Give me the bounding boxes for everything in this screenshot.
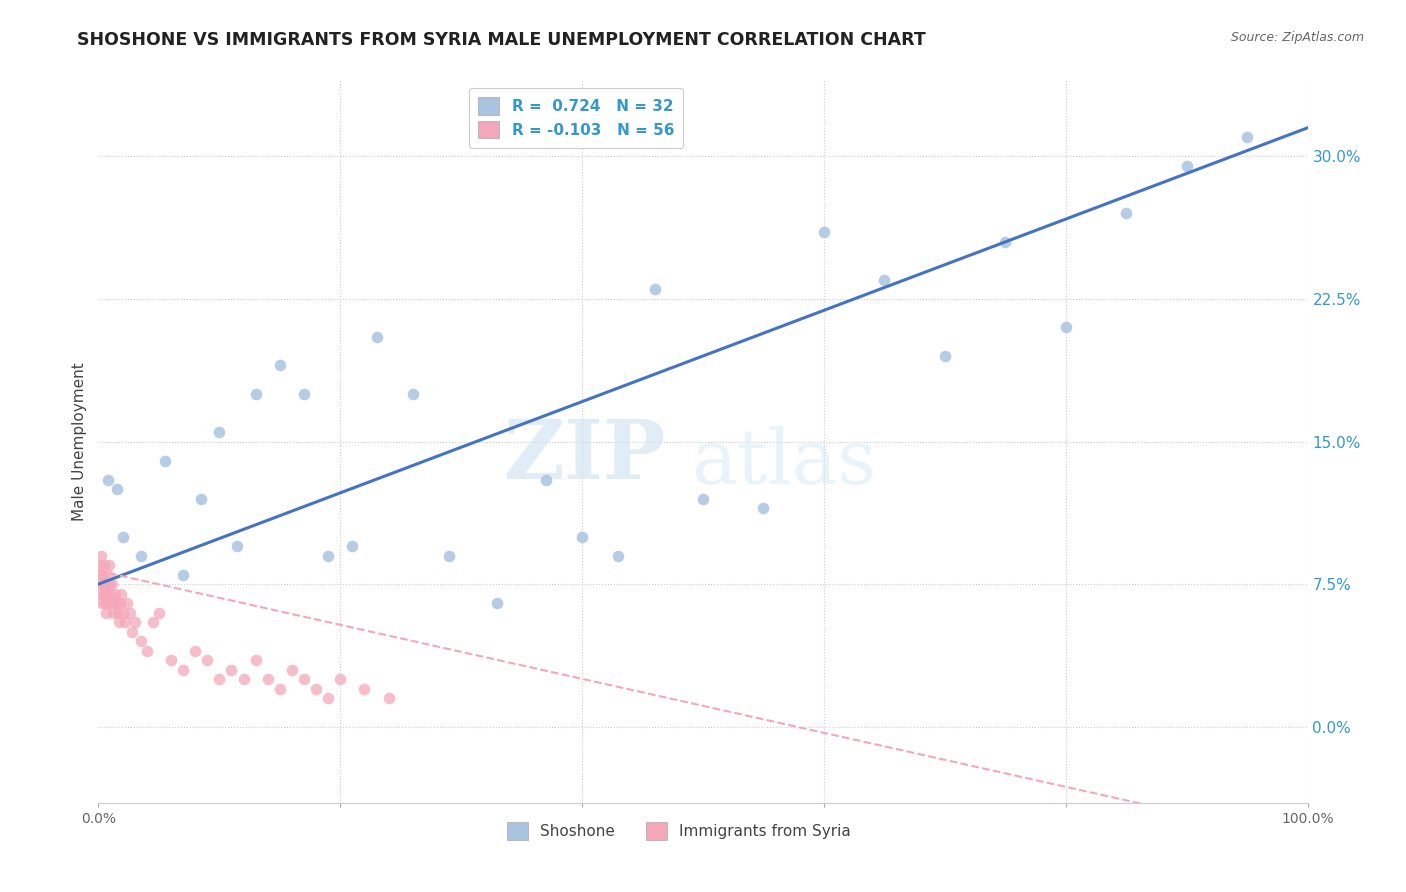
- Point: [221, 663, 243, 677]
- Legend: Shoshone, Immigrants from Syria: Shoshone, Immigrants from Syria: [501, 816, 858, 846]
- Point: [87, 558, 110, 573]
- Point: [316, 549, 339, 563]
- Point: [124, 615, 146, 630]
- Point: [142, 615, 165, 630]
- Point: [101, 606, 124, 620]
- Point: [245, 653, 267, 667]
- Point: [813, 226, 835, 240]
- Point: [190, 491, 212, 506]
- Point: [111, 606, 134, 620]
- Point: [90, 549, 112, 563]
- Point: [93, 587, 115, 601]
- Point: [316, 691, 339, 706]
- Point: [366, 330, 388, 344]
- Point: [153, 453, 176, 467]
- Point: [94, 596, 117, 610]
- Point: [100, 596, 122, 610]
- Point: [692, 491, 714, 506]
- Point: [292, 672, 315, 686]
- Point: [100, 577, 122, 591]
- Text: ZIP: ZIP: [505, 416, 666, 496]
- Point: [1175, 159, 1198, 173]
- Point: [873, 273, 896, 287]
- Point: [571, 530, 593, 544]
- Point: [89, 577, 111, 591]
- Point: [437, 549, 460, 563]
- Point: [934, 349, 956, 363]
- Text: atlas: atlas: [690, 426, 876, 500]
- Text: Source: ZipAtlas.com: Source: ZipAtlas.com: [1230, 31, 1364, 45]
- Point: [129, 549, 152, 563]
- Text: SHOSHONE VS IMMIGRANTS FROM SYRIA MALE UNEMPLOYMENT CORRELATION CHART: SHOSHONE VS IMMIGRANTS FROM SYRIA MALE U…: [77, 31, 927, 49]
- Point: [195, 653, 218, 667]
- Point: [226, 539, 249, 553]
- Point: [89, 567, 111, 582]
- Point: [1236, 130, 1258, 145]
- Point: [90, 587, 112, 601]
- Point: [402, 387, 425, 401]
- Point: [91, 567, 114, 582]
- Point: [208, 425, 231, 439]
- Y-axis label: Male Unemployment: Male Unemployment: [72, 362, 87, 521]
- Point: [607, 549, 630, 563]
- Point: [752, 501, 775, 516]
- Point: [184, 643, 207, 657]
- Point: [114, 615, 136, 630]
- Point: [110, 587, 132, 601]
- Point: [104, 587, 127, 601]
- Point: [103, 596, 125, 610]
- Point: [105, 482, 128, 496]
- Point: [93, 558, 115, 573]
- Point: [1115, 206, 1137, 220]
- Point: [97, 567, 120, 582]
- Point: [292, 387, 315, 401]
- Point: [1054, 320, 1077, 334]
- Point: [486, 596, 509, 610]
- Point: [108, 615, 131, 630]
- Point: [98, 558, 121, 573]
- Point: [281, 663, 304, 677]
- Point: [91, 577, 114, 591]
- Point: [118, 606, 141, 620]
- Point: [105, 596, 128, 610]
- Point: [91, 596, 114, 610]
- Point: [269, 681, 291, 696]
- Point: [94, 577, 117, 591]
- Point: [305, 681, 328, 696]
- Point: [377, 691, 399, 706]
- Point: [135, 643, 157, 657]
- Point: [98, 587, 121, 601]
- Point: [245, 387, 267, 401]
- Point: [256, 672, 278, 686]
- Point: [644, 282, 666, 296]
- Point: [269, 359, 291, 373]
- Point: [107, 606, 129, 620]
- Point: [232, 672, 254, 686]
- Point: [208, 672, 231, 686]
- Point: [117, 596, 139, 610]
- Point: [97, 473, 120, 487]
- Point: [160, 653, 183, 667]
- Point: [129, 634, 152, 648]
- Point: [96, 596, 118, 610]
- Point: [342, 539, 364, 553]
- Point: [329, 672, 352, 686]
- Point: [534, 473, 557, 487]
- Point: [148, 606, 170, 620]
- Point: [96, 587, 118, 601]
- Point: [96, 606, 118, 620]
- Point: [97, 577, 120, 591]
- Point: [172, 663, 194, 677]
- Point: [994, 235, 1017, 249]
- Point: [172, 567, 194, 582]
- Point: [121, 624, 143, 639]
- Point: [111, 530, 134, 544]
- Point: [353, 681, 375, 696]
- Point: [108, 596, 131, 610]
